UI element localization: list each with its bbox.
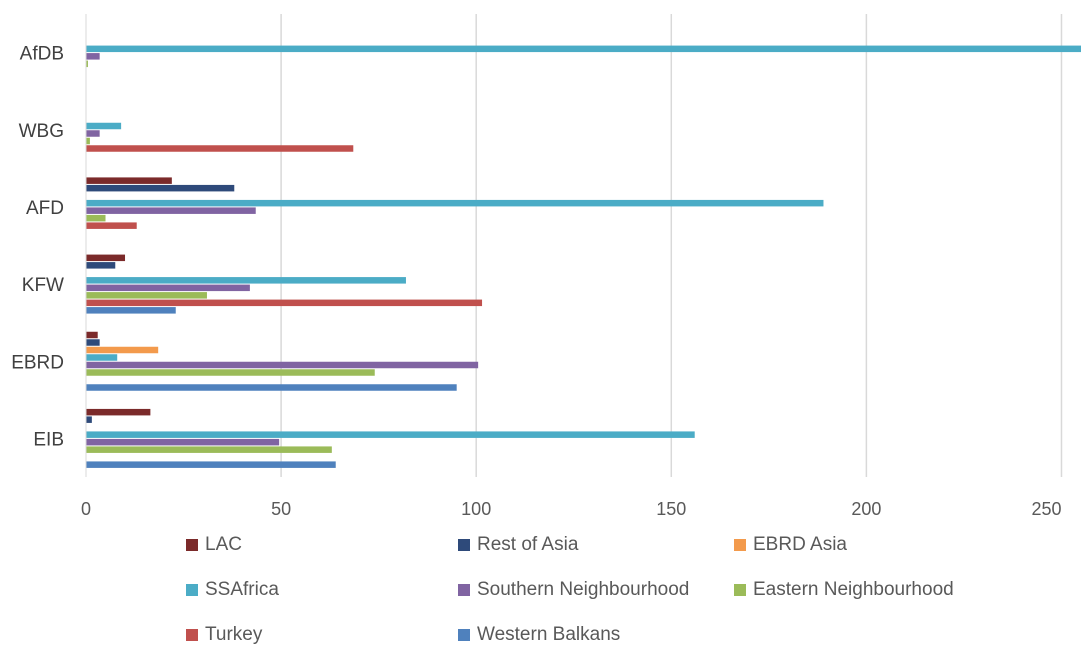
bar xyxy=(86,122,122,130)
bar xyxy=(86,284,250,292)
bar xyxy=(86,446,332,453)
bar xyxy=(86,254,126,262)
bar xyxy=(86,222,137,229)
bar xyxy=(86,262,116,269)
x-tick-label: 100 xyxy=(461,499,491,519)
bar xyxy=(86,214,106,222)
bar xyxy=(86,361,479,369)
bar xyxy=(86,137,90,145)
bar xyxy=(86,292,207,299)
bar xyxy=(86,45,1081,53)
category-labels: AfDB WBG AFD KFW EBRD EIB xyxy=(11,44,64,451)
bar xyxy=(86,408,151,416)
x-tick-label: 200 xyxy=(851,499,881,519)
x-tick-label: 150 xyxy=(656,499,686,519)
bar xyxy=(86,416,92,423)
category-label: KFW xyxy=(22,275,64,296)
bar xyxy=(86,177,172,184)
bar xyxy=(86,53,100,60)
bar xyxy=(86,299,483,307)
bar xyxy=(86,199,824,207)
category-label: WBG xyxy=(19,121,64,142)
category-label: EBRD xyxy=(11,352,64,373)
category-label: AFD xyxy=(26,198,64,219)
x-tick-label: 250 xyxy=(1031,499,1061,519)
bar xyxy=(86,369,375,376)
x-tick-label: 0 xyxy=(81,499,91,519)
bar xyxy=(86,60,88,68)
bar xyxy=(86,339,100,346)
category-label: EIB xyxy=(33,429,64,450)
x-tick-labels: 0 50 100 150 200 250 xyxy=(81,499,1061,519)
bar xyxy=(86,307,176,314)
bar xyxy=(86,461,336,468)
bar xyxy=(86,207,256,214)
bar xyxy=(86,130,100,137)
x-tick-label: 50 xyxy=(271,499,291,519)
bar xyxy=(86,184,235,192)
bar xyxy=(86,354,118,361)
bar xyxy=(86,438,280,446)
bars xyxy=(86,45,1081,468)
gridlines xyxy=(280,14,1063,477)
bar xyxy=(86,346,159,354)
bar xyxy=(86,431,695,438)
bar xyxy=(86,145,354,152)
bar xyxy=(86,384,457,391)
category-label: AfDB xyxy=(20,44,64,65)
bar xyxy=(86,331,98,339)
bar xyxy=(86,277,406,284)
